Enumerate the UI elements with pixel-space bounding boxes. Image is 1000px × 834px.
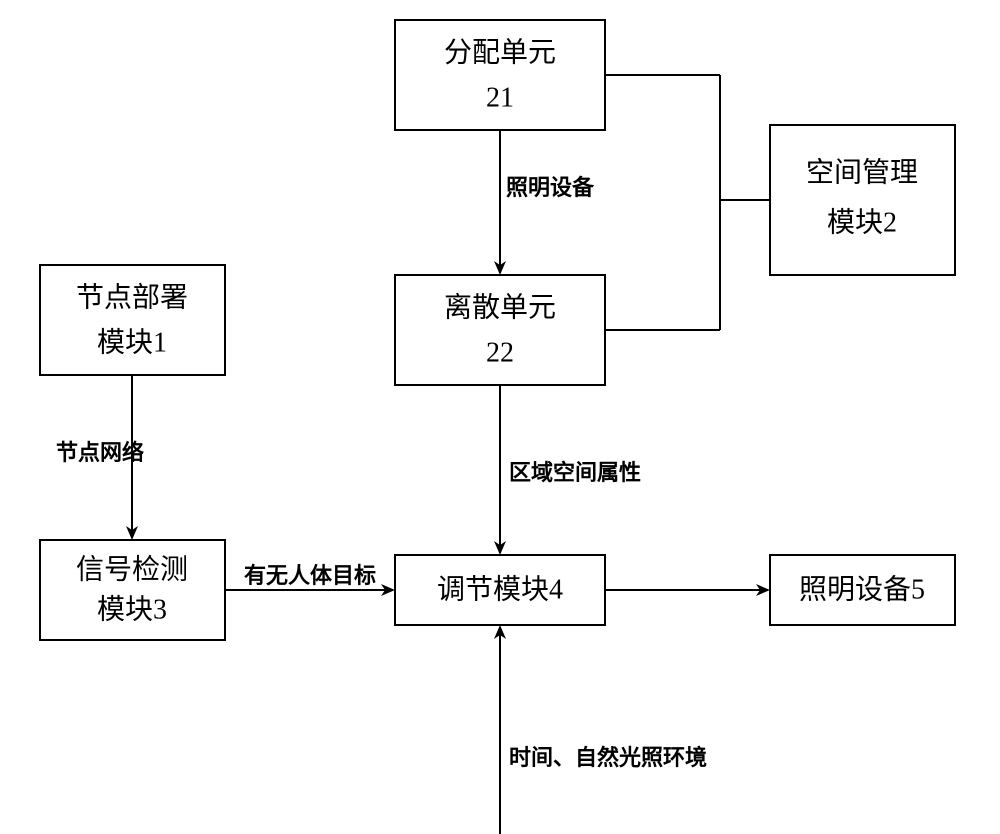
node-space-management-line2: 模块2 bbox=[827, 206, 897, 238]
node-deploy-module-line1: 节点部署 bbox=[76, 281, 188, 313]
node-allocation-unit-line2: 21 bbox=[486, 82, 514, 113]
node-adjust-module: 调节模块4 bbox=[395, 555, 605, 625]
node-discrete-unit: 离散单元 22 bbox=[395, 275, 605, 385]
node-signal-detect-line2: 模块3 bbox=[97, 593, 167, 625]
node-space-management-line1: 空间管理 bbox=[806, 156, 918, 188]
node-lighting-device: 照明设备5 bbox=[770, 555, 955, 625]
node-adjust-module-line1: 调节模块4 bbox=[437, 573, 563, 605]
node-discrete-unit-line2: 22 bbox=[486, 337, 514, 368]
node-signal-detect-line1: 信号检测 bbox=[76, 553, 188, 585]
edge-label-bottom-adjust: 时间、自然光照环境 bbox=[509, 745, 707, 770]
edge-label-signal-adjust: 有无人体目标 bbox=[244, 563, 376, 588]
edge-label-alloc-discrete: 照明设备 bbox=[506, 175, 595, 200]
node-space-management: 空间管理 模块2 bbox=[770, 125, 955, 275]
node-discrete-unit-line1: 离散单元 bbox=[444, 291, 556, 323]
node-deploy-module: 节点部署 模块1 bbox=[40, 265, 225, 375]
flowchart-canvas: 分配单元 21 空间管理 模块2 离散单元 22 节点部署 模块1 信号检测 模… bbox=[0, 0, 1000, 834]
node-lighting-device-line1: 照明设备5 bbox=[799, 573, 925, 605]
edge-label-discrete-adjust: 区域空间属性 bbox=[509, 460, 641, 485]
node-deploy-module-line2: 模块1 bbox=[97, 326, 167, 358]
node-allocation-unit: 分配单元 21 bbox=[395, 20, 605, 130]
node-allocation-unit-line1: 分配单元 bbox=[444, 36, 556, 68]
node-signal-detect: 信号检测 模块3 bbox=[40, 540, 225, 640]
edge-label-deploy-signal: 节点网络 bbox=[56, 440, 144, 465]
